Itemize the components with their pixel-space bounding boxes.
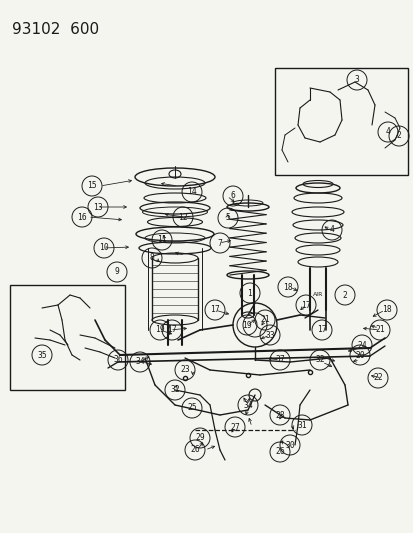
Text: 37: 37: [275, 356, 284, 365]
Text: 19: 19: [155, 326, 164, 335]
Text: 19: 19: [242, 320, 251, 329]
Text: 25: 25: [187, 403, 197, 413]
Text: 4: 4: [385, 127, 389, 136]
Text: 29: 29: [195, 433, 204, 442]
Text: 17: 17: [300, 301, 310, 310]
Text: 32: 32: [314, 356, 324, 365]
Text: AIR: AIR: [312, 293, 323, 297]
Text: 27: 27: [230, 423, 239, 432]
Text: 5: 5: [225, 214, 230, 222]
Text: 20: 20: [354, 351, 364, 359]
Text: 2: 2: [342, 290, 347, 300]
Text: 26: 26: [275, 448, 284, 456]
Text: 2: 2: [396, 132, 401, 141]
Text: 23: 23: [180, 366, 190, 375]
Text: 17: 17: [167, 326, 176, 335]
Bar: [274, 68, 407, 175]
Text: 7: 7: [217, 238, 222, 247]
Text: 33: 33: [264, 330, 274, 340]
Text: 31: 31: [297, 421, 306, 430]
Text: 34: 34: [135, 358, 145, 367]
Text: 36: 36: [113, 356, 123, 365]
Text: 21: 21: [259, 316, 269, 325]
Text: 12: 12: [178, 213, 188, 222]
Text: 3: 3: [354, 76, 358, 85]
Text: 1: 1: [247, 288, 252, 297]
Text: 22: 22: [372, 374, 382, 383]
Text: 93102  600: 93102 600: [12, 22, 99, 37]
Text: 30: 30: [285, 440, 294, 449]
Text: 14: 14: [187, 188, 197, 197]
Text: 34: 34: [242, 400, 252, 409]
Text: 6: 6: [230, 191, 235, 200]
Text: 26: 26: [190, 446, 199, 455]
Text: 10: 10: [99, 244, 109, 253]
Text: 15: 15: [87, 182, 97, 190]
Text: 8: 8: [149, 254, 154, 262]
Text: 35: 35: [37, 351, 47, 359]
Bar: [10, 285, 125, 390]
Text: 17: 17: [210, 305, 219, 314]
Text: 11: 11: [157, 236, 166, 245]
Text: 16: 16: [77, 213, 87, 222]
Text: 17: 17: [316, 326, 326, 335]
Text: 4: 4: [329, 225, 334, 235]
Text: 18: 18: [381, 305, 391, 314]
Text: 9: 9: [114, 268, 119, 277]
Text: 24: 24: [356, 341, 366, 350]
Text: 32: 32: [170, 385, 179, 394]
Text: 13: 13: [93, 203, 102, 212]
Text: 28: 28: [275, 410, 284, 419]
Text: 21: 21: [374, 326, 384, 335]
Text: 18: 18: [282, 282, 292, 292]
